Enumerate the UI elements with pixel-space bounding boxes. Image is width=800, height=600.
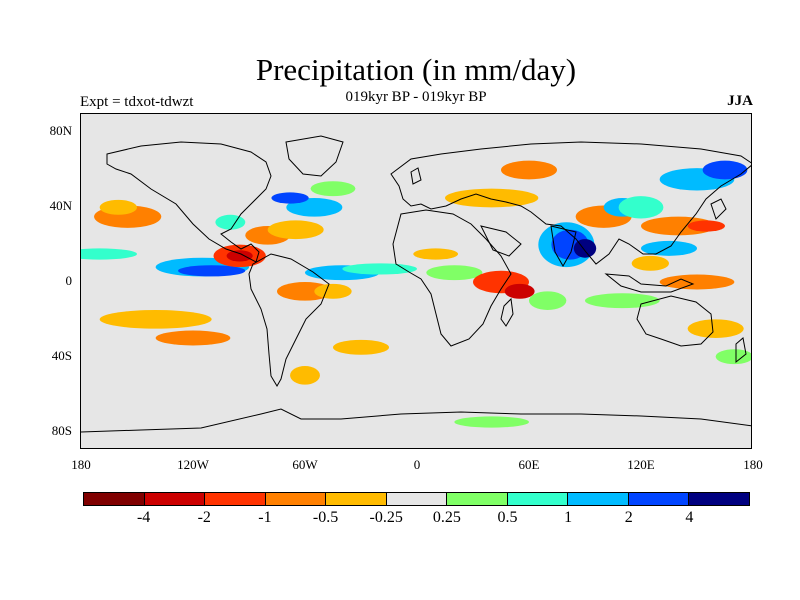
lat-tick-label: 40N (30, 198, 72, 214)
lat-tick-label: 40S (30, 348, 72, 364)
lon-tick-label: 60E (499, 457, 559, 473)
anomaly-blob (311, 181, 356, 196)
anomaly-blob (81, 248, 137, 259)
figure-title: Precipitation (in mm/day) (0, 50, 800, 90)
lon-tick-label: 120E (611, 457, 671, 473)
anomaly-blob (529, 291, 566, 310)
colorbar-label: -0.5 (296, 509, 356, 527)
anomaly-blob (632, 256, 669, 271)
time-range-subtitle: 019kyr BP - 019kyr BP (200, 88, 632, 106)
coastline-uk (411, 168, 421, 184)
anomaly-blob (501, 161, 557, 180)
colorbar-box (447, 493, 508, 505)
precipitation-map-figure: Precipitation (in mm/day) 019kyr BP - 01… (0, 0, 800, 600)
anomaly-blob (227, 250, 253, 261)
anomaly-blob (314, 284, 351, 299)
experiment-label: Expt = tdxot-tdwzt (80, 93, 193, 111)
anomaly-blob (271, 192, 308, 203)
anomaly-blob (574, 239, 596, 258)
anomaly-blob (100, 310, 212, 329)
lat-tick-label: 80N (30, 123, 72, 139)
anomaly-blob (426, 265, 482, 280)
anomaly-blob (619, 196, 664, 218)
colorbar-label: -4 (114, 509, 174, 527)
colorbar-box (266, 493, 327, 505)
anomaly-blob (333, 340, 389, 355)
anomaly-blob (505, 284, 535, 299)
anomaly-blob (688, 220, 725, 231)
anomaly-blob (342, 263, 417, 274)
lon-tick-label: 60W (275, 457, 335, 473)
anomaly-blob (660, 275, 735, 290)
coastlines (81, 136, 752, 432)
lon-tick-label: 0 (387, 457, 447, 473)
colorbar-box (326, 493, 387, 505)
map-canvas (81, 114, 752, 449)
lat-tick-label: 0 (30, 273, 72, 289)
lat-tick-label: 80S (30, 423, 72, 439)
lon-tick-label: 180 (51, 457, 111, 473)
anomaly-blob (703, 161, 748, 180)
anomaly-blob (268, 220, 324, 239)
colorbar-label: 0.25 (417, 509, 477, 527)
colorbar-box (387, 493, 448, 505)
anomaly-blob (585, 293, 660, 308)
coastline-antarctica (81, 409, 752, 432)
colorbar-box (689, 493, 749, 505)
colorbar-label: 0.5 (477, 509, 537, 527)
coastline-japan (711, 199, 726, 219)
coastline-madagascar (501, 299, 513, 326)
anomaly-blob (215, 215, 245, 230)
coastline-greenland (286, 136, 343, 176)
lon-tick-label: 180 (723, 457, 783, 473)
colorbar-box (84, 493, 145, 505)
colorbar-box (145, 493, 206, 505)
anomaly-blob (716, 349, 752, 364)
colorbar-label: -1 (235, 509, 295, 527)
colorbar-label: -2 (174, 509, 234, 527)
anomaly-blob (688, 319, 744, 338)
colorbar-box (508, 493, 569, 505)
anomaly-blob (156, 331, 231, 346)
anomaly-blob (445, 189, 538, 208)
colorbar-label: 4 (659, 509, 719, 527)
colorbar-label: 2 (599, 509, 659, 527)
anomaly-field (81, 161, 752, 428)
map-panel (80, 113, 752, 449)
anomaly-blob (413, 248, 458, 259)
anomaly-blob (454, 416, 529, 427)
anomaly-blob (290, 366, 320, 385)
coastline-arabia (481, 226, 521, 256)
colorbar (83, 492, 750, 506)
lon-tick-label: 120W (163, 457, 223, 473)
colorbar-box (205, 493, 266, 505)
colorbar-box (568, 493, 629, 505)
colorbar-label: -0.25 (356, 509, 416, 527)
colorbar-box (629, 493, 690, 505)
season-label: JJA (727, 92, 753, 110)
colorbar-label: 1 (538, 509, 598, 527)
coastline-north-america (107, 142, 271, 262)
anomaly-blob (100, 200, 137, 215)
